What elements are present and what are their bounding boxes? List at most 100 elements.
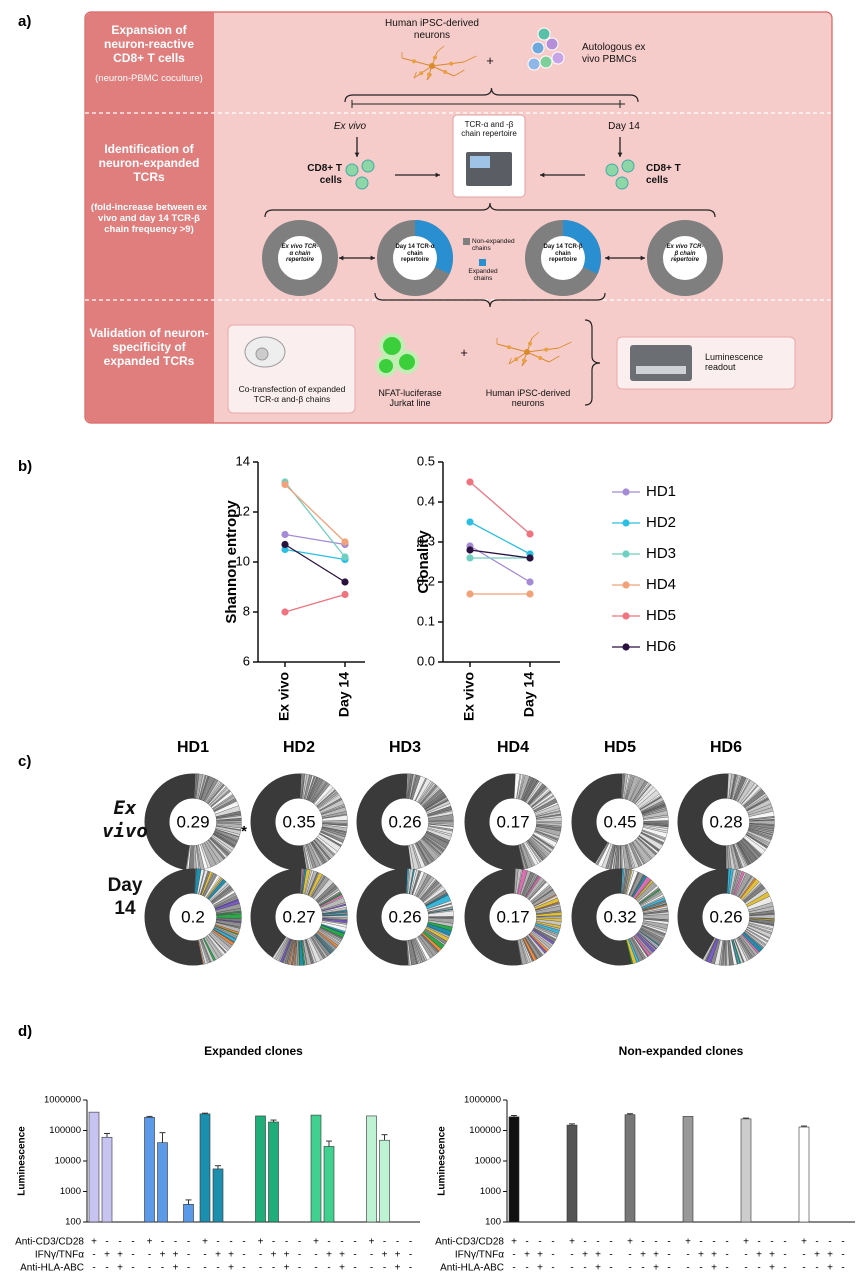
condition-sign: - xyxy=(187,1237,190,1248)
cd8-label: CD8+ T cells xyxy=(646,163,681,186)
condition-sign: - xyxy=(538,1237,541,1248)
timepoint: Ex vivo xyxy=(333,121,367,132)
condition-sign: + xyxy=(147,1237,153,1248)
data-point xyxy=(281,608,289,616)
neurite xyxy=(413,65,433,79)
brace xyxy=(374,292,606,308)
neurite xyxy=(436,45,445,53)
data-point xyxy=(466,554,474,562)
data-point xyxy=(281,480,289,489)
readout-label: Luminescence readout xyxy=(705,352,764,373)
section-title: Validation of neuron-specificity of expa… xyxy=(89,326,209,368)
timepoint: Day 14 xyxy=(608,121,640,132)
condition-label: Anti-HLA-ABC xyxy=(20,1263,84,1274)
condition-sign: - xyxy=(686,1263,689,1274)
data-point xyxy=(526,530,534,538)
donut-value: 0.26 xyxy=(388,907,421,926)
condition-sign: - xyxy=(802,1250,805,1261)
donut-hole xyxy=(382,799,428,845)
x-tick-label: Ex vivo xyxy=(461,672,477,721)
condition-sign: + xyxy=(769,1250,775,1261)
condition-sign: - xyxy=(783,1237,786,1248)
neurite xyxy=(508,357,512,365)
panel-frame xyxy=(84,11,833,424)
condition-sign: - xyxy=(92,1263,95,1274)
condition-sign: - xyxy=(383,1237,386,1248)
condition-sign: - xyxy=(667,1263,670,1274)
condition-sign: + xyxy=(524,1250,530,1261)
y-tick-label: 14 xyxy=(236,453,250,468)
panel-sidebar xyxy=(200,12,214,423)
condition-sign: + xyxy=(814,1250,820,1261)
condition-sign: + xyxy=(640,1250,646,1261)
donut-hole xyxy=(703,799,749,845)
y-tick-label: 6 xyxy=(243,653,250,668)
jurkat-cell xyxy=(383,337,401,355)
bar xyxy=(566,1124,578,1223)
y-tick-label: 10000 xyxy=(475,1156,501,1167)
bar xyxy=(310,1114,322,1223)
sequencing-label: TCR-α and -β chain repertoire xyxy=(461,120,517,139)
panel-label: a) xyxy=(18,13,31,30)
soma xyxy=(433,55,437,60)
condition-sign: + xyxy=(395,1250,401,1261)
jurkat-label: NFAT-luciferase Jurkat line xyxy=(378,388,442,409)
row-label: Day 14 xyxy=(107,875,143,919)
condition-sign: + xyxy=(313,1237,319,1248)
y-tick-label: 0.4 xyxy=(417,493,435,508)
bar xyxy=(508,1116,520,1223)
pbmc xyxy=(527,57,541,71)
plate-reader-slot xyxy=(636,366,686,374)
condition-label: Anti-CD3/CD28 xyxy=(435,1237,504,1248)
donut-hole xyxy=(276,799,322,845)
condition-sign: - xyxy=(396,1237,399,1248)
donut-value: 0.17 xyxy=(496,812,529,831)
series-line xyxy=(469,545,531,583)
bar xyxy=(268,1121,279,1223)
x-tick-label: Day 14 xyxy=(336,672,352,717)
condition-sign: + xyxy=(202,1237,208,1248)
condition-sign: - xyxy=(314,1263,317,1274)
condition-sign: + xyxy=(104,1250,110,1261)
bar xyxy=(199,1113,211,1223)
neurite xyxy=(413,71,417,79)
donut-value: 0.45 xyxy=(603,812,636,831)
condition-sign: + xyxy=(569,1237,575,1248)
condition-sign: + xyxy=(228,1250,234,1261)
condition-sign: - xyxy=(609,1250,612,1261)
condition-sign: - xyxy=(242,1250,245,1261)
condition-sign: + xyxy=(511,1237,517,1248)
condition-sign: + xyxy=(537,1250,543,1261)
condition-sign: + xyxy=(271,1250,277,1261)
condition-sign: - xyxy=(314,1250,317,1261)
condition-sign: - xyxy=(203,1250,206,1261)
data-point xyxy=(341,578,349,586)
condition-sign: - xyxy=(596,1237,599,1248)
condition-sign: + xyxy=(91,1237,97,1248)
series-line xyxy=(469,481,531,535)
plate-reader xyxy=(630,345,692,381)
neurite xyxy=(526,351,550,363)
pbmcs-label: Autologous ex vivo PBMCs xyxy=(582,42,646,65)
soma xyxy=(443,70,448,74)
soma xyxy=(538,356,543,360)
condition-sign: - xyxy=(148,1250,151,1261)
condition-sign: - xyxy=(641,1237,644,1248)
donut-value: 0.17 xyxy=(496,907,529,926)
condition-sign: - xyxy=(609,1237,612,1248)
donut-value: 0.26 xyxy=(709,907,742,926)
condition-sign: + xyxy=(228,1263,234,1274)
clone-segment xyxy=(406,940,410,966)
arrow-head xyxy=(370,255,375,261)
expanded-arc xyxy=(415,220,453,274)
y-axis-label: Clonality xyxy=(415,530,432,594)
condition-sign: - xyxy=(744,1250,747,1261)
condition-label: IFNγ/TNFα xyxy=(35,1250,84,1261)
series-line xyxy=(284,543,346,583)
bar xyxy=(101,1136,113,1223)
plus: + xyxy=(486,53,494,68)
condition-sign: - xyxy=(757,1263,760,1274)
donut-hole xyxy=(490,799,536,845)
neuron-icon xyxy=(496,331,572,367)
